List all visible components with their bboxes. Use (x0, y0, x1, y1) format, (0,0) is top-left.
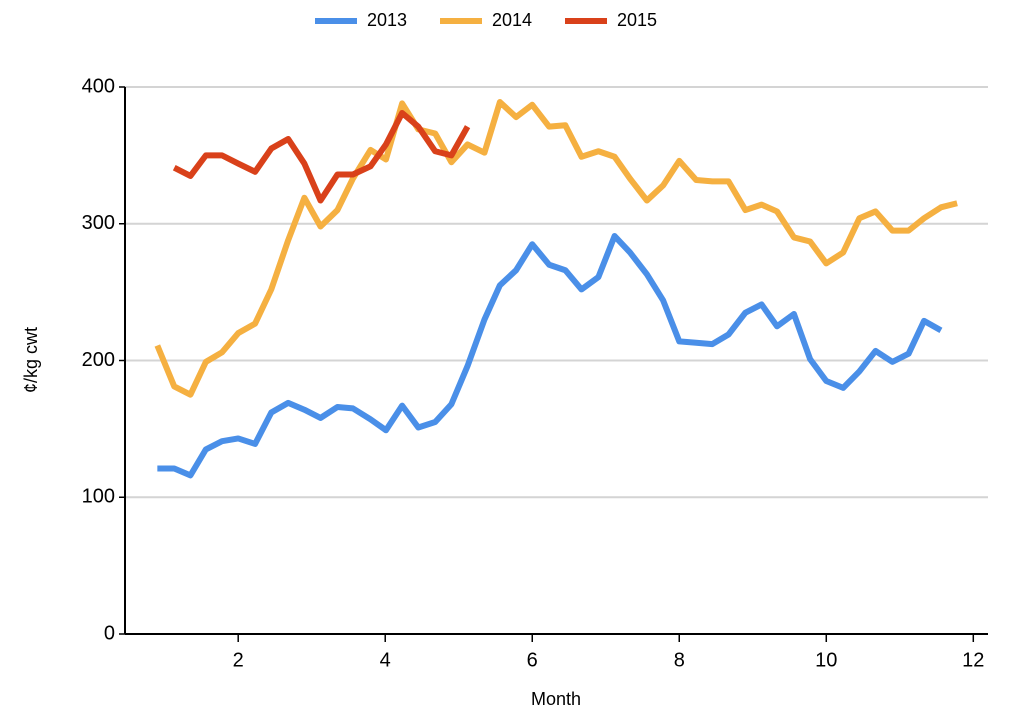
x-tick-label: 6 (527, 649, 538, 671)
legend-label: 2014 (492, 10, 532, 30)
x-tick-label: 10 (815, 649, 837, 671)
x-tick-label: 8 (674, 649, 685, 671)
y-tick-label: 200 (82, 349, 115, 371)
x-tick-label: 2 (233, 649, 244, 671)
legend-label: 2013 (367, 10, 407, 30)
legend-label: 2015 (617, 10, 657, 30)
x-tick-label: 12 (962, 649, 984, 671)
x-axis-label: Month (531, 689, 581, 709)
series-line (154, 99, 958, 398)
y-axis-label: ¢/kg cwt (21, 327, 41, 393)
y-tick-label: 300 (82, 212, 115, 234)
x-tick-label: 4 (380, 649, 391, 671)
series-line (172, 109, 471, 204)
series-line (157, 233, 943, 479)
y-tick-label: 0 (104, 622, 115, 644)
y-tick-label: 100 (82, 486, 115, 508)
y-tick-label: 400 (82, 75, 115, 97)
